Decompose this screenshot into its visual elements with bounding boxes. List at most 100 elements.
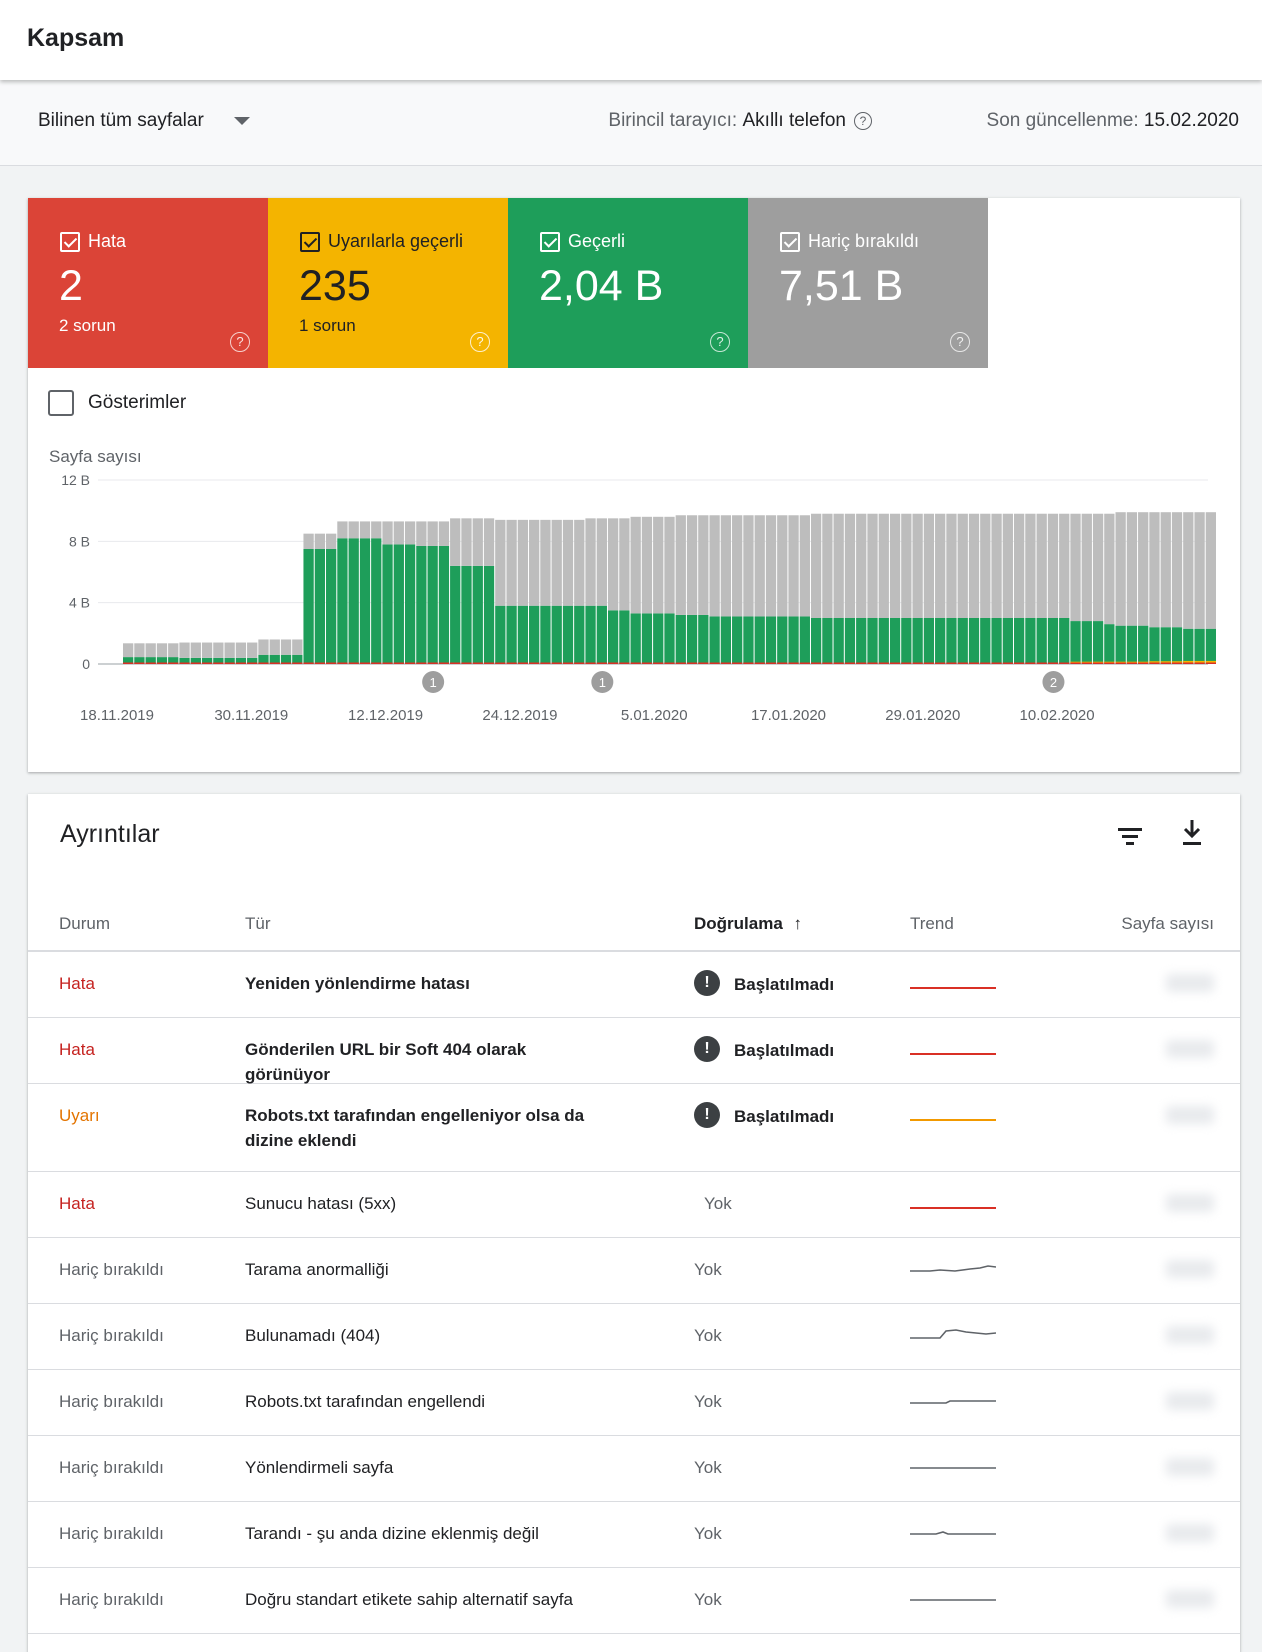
tile-error[interactable]: Hata 2 2 sorun ? <box>28 198 268 368</box>
download-icon[interactable] <box>1180 818 1204 848</box>
table-row[interactable]: Hariç bırakıldı Doğru standart etikete sa… <box>28 1568 1240 1634</box>
row-validation: Yok <box>694 1524 722 1544</box>
bar-valid <box>156 657 168 664</box>
bar-error <box>889 662 901 664</box>
row-validation: Yok <box>694 1326 722 1346</box>
checkbox-icon[interactable] <box>60 232 80 252</box>
bar-excluded <box>732 515 743 617</box>
col-count[interactable]: Sayfa sayısı <box>1121 914 1214 933</box>
tile-valid[interactable]: Geçerli 2,04 B ? <box>508 198 748 368</box>
row-trend-sparkline <box>910 1053 996 1055</box>
bar-error <box>901 662 912 664</box>
bar-error <box>968 662 980 664</box>
row-trend-sparkline <box>910 1400 996 1404</box>
bar-error <box>495 662 506 664</box>
table-row[interactable]: Hariç bırakıldı Tarama anormalliği Yok <box>28 1238 1240 1304</box>
table-row[interactable]: Hariç bırakıldı Robots.txt tarafından eng… <box>28 1370 1240 1436</box>
row-trend-sparkline <box>910 1329 996 1339</box>
row-validation: ! Başlatılmadı <box>694 1036 834 1062</box>
table-row[interactable]: Hariç bırakıldı Yönlendirmeli sayfa Yok <box>28 1436 1240 1502</box>
row-trend-sparkline <box>910 1599 996 1601</box>
bar-excluded <box>1013 513 1025 618</box>
chart-y-axis-label: Sayfa sayısı <box>49 447 142 466</box>
tile-valid-with-warnings[interactable]: Uyarılarla geçerli 235 1 sorun ? <box>268 198 508 368</box>
row-type: Yeniden yönlendirme hatası <box>245 974 470 993</box>
bar-warning <box>1104 661 1115 664</box>
bar-valid <box>720 616 732 664</box>
row-trend-sparkline <box>910 1119 996 1121</box>
table-row[interactable]: Hata Gönderilen URL bir Soft 404 olarak g… <box>28 1018 1240 1084</box>
bar-excluded <box>1194 512 1205 629</box>
col-type[interactable]: Tür <box>245 914 271 933</box>
help-icon[interactable]: ? <box>710 332 730 352</box>
help-icon[interactable]: ? <box>230 332 250 352</box>
row-validation: ! Başlatılmadı <box>694 970 834 996</box>
table-row[interactable]: Hariç bırakıldı Bulunamadı (404) Yok <box>28 1304 1240 1370</box>
bar-error <box>957 662 968 664</box>
filter-icon[interactable] <box>1118 828 1142 846</box>
bar-error <box>1171 662 1183 664</box>
pages-dropdown[interactable]: Bilinen tüm sayfalar <box>38 110 250 132</box>
col-status[interactable]: Durum <box>59 914 111 933</box>
bar-warning <box>1183 660 1194 663</box>
bar-error <box>765 662 777 664</box>
row-count-blurred <box>1166 1524 1214 1542</box>
bar-excluded <box>359 521 371 539</box>
bar-valid <box>1081 621 1092 664</box>
row-count-blurred <box>1166 1260 1214 1278</box>
bar-excluded <box>551 519 562 606</box>
bar-error <box>292 662 303 664</box>
bar-valid <box>280 654 292 664</box>
bar-valid <box>1002 618 1013 664</box>
updated-value: 15.02.2020 <box>1143 110 1239 131</box>
primary-crawler: Birincil tarayıcı: Akıllı telefon ? <box>608 110 872 132</box>
bar-valid <box>1047 618 1059 664</box>
row-count-blurred <box>1166 1458 1214 1476</box>
bar-error <box>1070 662 1081 664</box>
x-tick-label: 17.01.2020 <box>751 707 826 724</box>
row-type: Robots.txt tarafından engellendi <box>245 1392 486 1411</box>
bar-valid <box>213 657 224 664</box>
checkbox-icon[interactable] <box>540 232 560 252</box>
row-count-blurred <box>1166 974 1214 992</box>
tile-excluded[interactable]: Hariç bırakıldı 7,51 B ? <box>748 198 988 368</box>
table-row[interactable]: Hariç bırakıldı Tarandı - şu anda dizine … <box>28 1502 1240 1568</box>
checkbox-icon[interactable] <box>780 232 800 252</box>
bar-excluded <box>461 518 472 566</box>
checkbox-icon[interactable] <box>300 232 320 252</box>
impressions-toggle[interactable]: Gösterimler <box>48 390 186 416</box>
bar-warning <box>1194 660 1205 663</box>
bar-valid <box>968 618 980 664</box>
crawler-value: Akıllı telefon <box>742 110 847 131</box>
col-validation[interactable]: Doğrulama ↑ <box>694 914 802 934</box>
bar-excluded <box>856 513 867 618</box>
warning-icon: ! <box>694 1036 720 1062</box>
table-row[interactable]: Uyarı Robots.txt tarafından engelleniyor … <box>28 1084 1240 1172</box>
last-updated: Son güncellenme: 15.02.2020 <box>987 110 1239 132</box>
table-row[interactable]: Hata Yeniden yönlendirme hatası! Başlatılm… <box>28 952 1240 1018</box>
bar-error <box>777 662 788 664</box>
bar-valid <box>788 616 799 664</box>
checkbox-icon[interactable] <box>48 390 74 416</box>
bar-error <box>833 662 844 664</box>
bar-excluded <box>980 513 991 618</box>
tile-label: Hariç bırakıldı <box>808 231 920 251</box>
help-icon[interactable]: ? <box>950 332 970 352</box>
bar-excluded <box>562 519 574 606</box>
chevron-down-icon <box>233 117 250 125</box>
help-icon[interactable]: ? <box>470 332 490 352</box>
status-tiles: Hata 2 2 sorun ? Uyarılarla geçerli 235 … <box>28 198 988 368</box>
bar-error <box>1205 662 1216 664</box>
bar-valid <box>844 618 856 664</box>
bar-valid <box>1115 625 1126 664</box>
bar-excluded <box>235 642 247 658</box>
bar-valid <box>1183 628 1194 664</box>
row-trend-sparkline <box>910 987 996 989</box>
bar-error <box>472 662 483 664</box>
bar-error <box>641 662 653 664</box>
table-row[interactable]: Hata Sunucu hatası (5xx) Yok <box>28 1172 1240 1238</box>
coverage-chart: 12 B 8 B 4 B 0 1 1 2 18.11.2019 30.11.2019 12.12.… <box>61 472 1216 724</box>
help-icon[interactable]: ? <box>854 112 872 130</box>
bar-error <box>168 662 179 664</box>
bar-excluded <box>1081 513 1092 622</box>
